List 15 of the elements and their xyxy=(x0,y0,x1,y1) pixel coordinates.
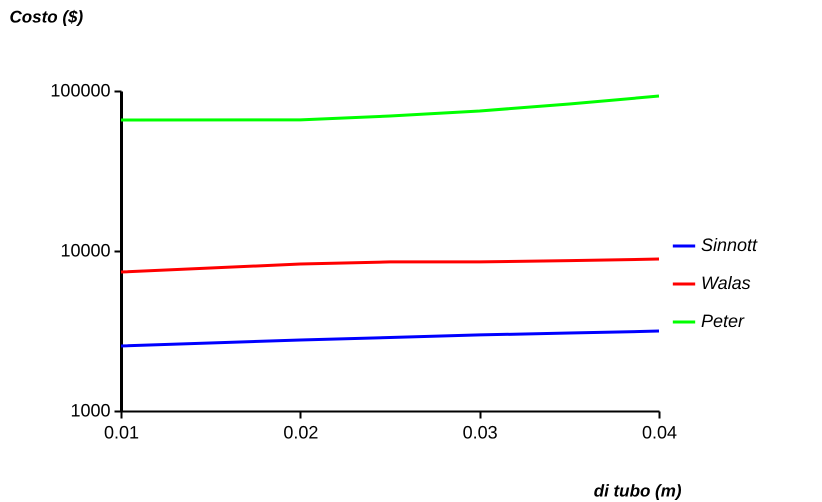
y-tick-label: 10000 xyxy=(60,240,110,260)
x-tick-label: 0.01 xyxy=(104,422,140,442)
legend-label: Peter xyxy=(701,311,746,331)
x-tick-label: 0.02 xyxy=(283,422,318,442)
y-axis-title: Costo ($) xyxy=(10,8,84,26)
x-axis-title: di tubo (m) xyxy=(594,482,682,500)
legend-label: Walas xyxy=(701,273,751,293)
x-tick-label: 0.04 xyxy=(642,422,678,442)
line-series xyxy=(120,258,660,274)
x-tick-label: 0.03 xyxy=(462,422,498,442)
y-tick-label: 100000 xyxy=(50,80,110,100)
line-series xyxy=(120,94,660,122)
legend-label: Sinnott xyxy=(701,235,758,255)
y-tick-label: 1000 xyxy=(70,400,110,420)
line-series xyxy=(120,330,660,348)
